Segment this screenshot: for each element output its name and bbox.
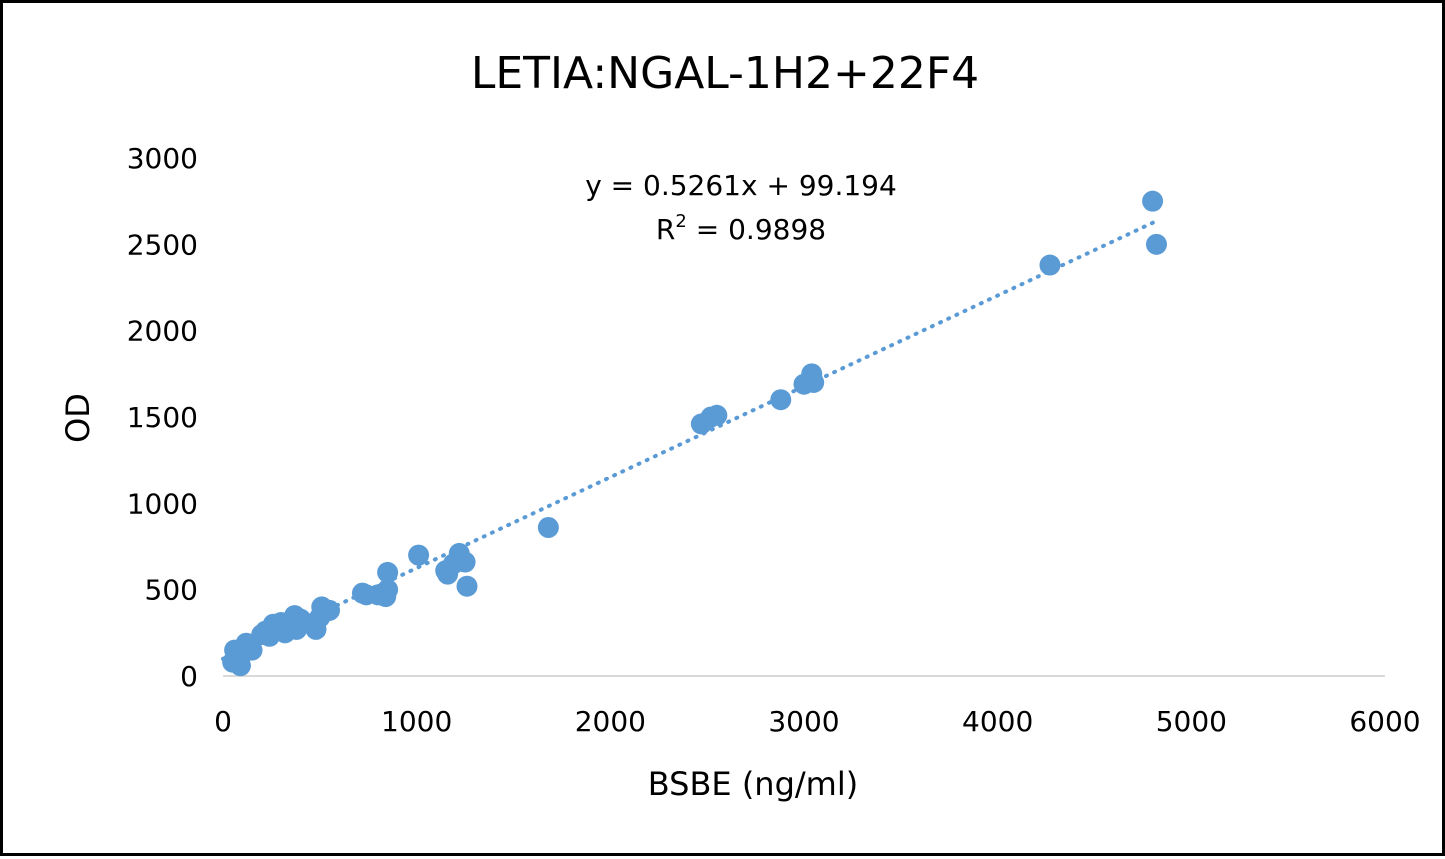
- x-axis-label: BSBE (ng/ml): [648, 765, 858, 803]
- y-axis-ticks: 0 500 1000 1500 2000 2500 3000: [127, 142, 198, 693]
- data-points: [222, 190, 1167, 677]
- x-tick-label: 5000: [1156, 705, 1227, 738]
- data-point: [377, 579, 399, 601]
- data-point: [319, 599, 341, 621]
- y-axis-label: OD: [59, 393, 97, 443]
- r-squared-superscript: 2: [675, 211, 686, 232]
- data-point: [377, 561, 399, 583]
- y-tick-label: 1000: [127, 487, 198, 520]
- x-axis-ticks: 0 1000 2000 3000 4000 5000 6000: [214, 705, 1421, 738]
- data-point: [706, 404, 728, 426]
- data-point: [456, 575, 478, 597]
- x-tick-label: 1000: [381, 705, 452, 738]
- x-tick-label: 3000: [768, 705, 839, 738]
- r-squared-r: R: [656, 213, 675, 246]
- y-tick-label: 3000: [127, 142, 198, 175]
- data-point: [1145, 233, 1167, 255]
- y-tick-label: 2500: [127, 228, 198, 261]
- y-tick-label: 2000: [127, 315, 198, 348]
- data-point: [408, 544, 430, 566]
- data-point: [803, 371, 825, 393]
- data-point: [1142, 190, 1164, 212]
- trendline-equation: y = 0.5261x + 99.194: [585, 169, 897, 202]
- r-squared-value: = 0.9898: [687, 213, 826, 246]
- y-tick-label: 0: [180, 660, 198, 693]
- x-tick-label: 0: [214, 705, 232, 738]
- r-squared-label: R2 = 0.9898: [656, 211, 826, 246]
- x-tick-label: 4000: [962, 705, 1033, 738]
- x-tick-label: 2000: [575, 705, 646, 738]
- data-point: [1039, 254, 1061, 276]
- x-tick-label: 6000: [1349, 705, 1420, 738]
- data-point: [454, 551, 476, 573]
- chart-title: LETIA:NGAL-1H2+22F4: [471, 48, 979, 99]
- y-tick-label: 1500: [127, 401, 198, 434]
- data-point: [770, 389, 792, 411]
- scatter-chart: LETIA:NGAL-1H2+22F4 05001000150020002500…: [59, 48, 1421, 803]
- y-tick-label: 500: [145, 574, 198, 607]
- data-point: [537, 517, 559, 539]
- data-point: [241, 639, 263, 661]
